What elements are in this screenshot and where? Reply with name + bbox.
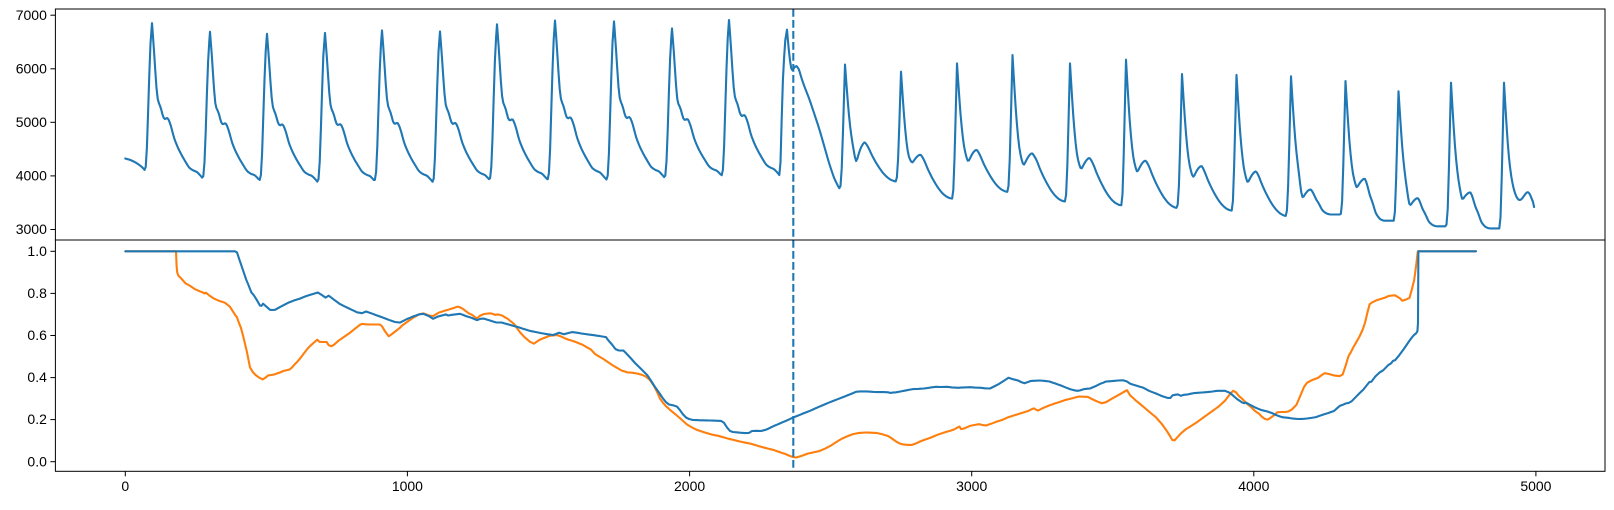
svg-text:6000: 6000 [16,60,47,76]
svg-text:4000: 4000 [16,168,47,184]
svg-text:0.8: 0.8 [27,285,47,301]
svg-text:1000: 1000 [392,478,423,494]
svg-text:1.0: 1.0 [27,243,47,259]
svg-text:0: 0 [121,478,129,494]
svg-text:4000: 4000 [1238,478,1269,494]
svg-text:0.2: 0.2 [27,411,47,427]
svg-text:3000: 3000 [16,221,47,237]
svg-text:5000: 5000 [1520,478,1551,494]
svg-text:0.6: 0.6 [27,327,47,343]
svg-text:2000: 2000 [674,478,705,494]
svg-text:3000: 3000 [956,478,987,494]
svg-text:5000: 5000 [16,114,47,130]
svg-text:0.4: 0.4 [27,369,47,385]
svg-text:0.0: 0.0 [27,453,47,469]
svg-text:7000: 7000 [16,7,47,23]
